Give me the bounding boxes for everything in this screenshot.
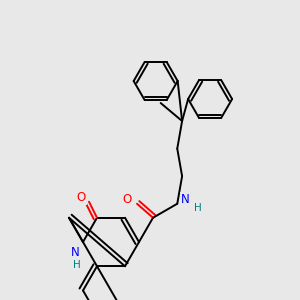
Text: N: N (181, 193, 190, 206)
Text: N: N (70, 245, 80, 259)
Text: O: O (122, 193, 132, 206)
Text: O: O (76, 191, 85, 204)
Text: H: H (194, 203, 202, 213)
Text: H: H (73, 260, 81, 270)
